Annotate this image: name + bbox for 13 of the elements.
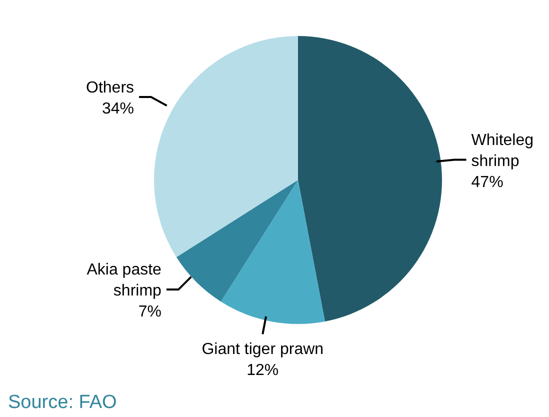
- slice-label: Whiteleg shrimp: [471, 132, 534, 170]
- pie-slice: [176, 180, 298, 302]
- pie-slice: [298, 36, 442, 322]
- slice-label: Giant tiger prawn: [202, 341, 324, 358]
- slice-label: Akia paste shrimp: [86, 262, 162, 300]
- source-note: Source: FAO: [8, 392, 117, 414]
- pie-slice: [220, 180, 325, 324]
- pie-slice: [154, 36, 298, 258]
- data-label: 34%: [102, 100, 134, 118]
- slice-label: Others: [86, 79, 134, 96]
- data-label: 12%: [246, 362, 279, 380]
- data-label: 7%: [138, 304, 162, 321]
- data-label: 47%: [471, 174, 504, 191]
